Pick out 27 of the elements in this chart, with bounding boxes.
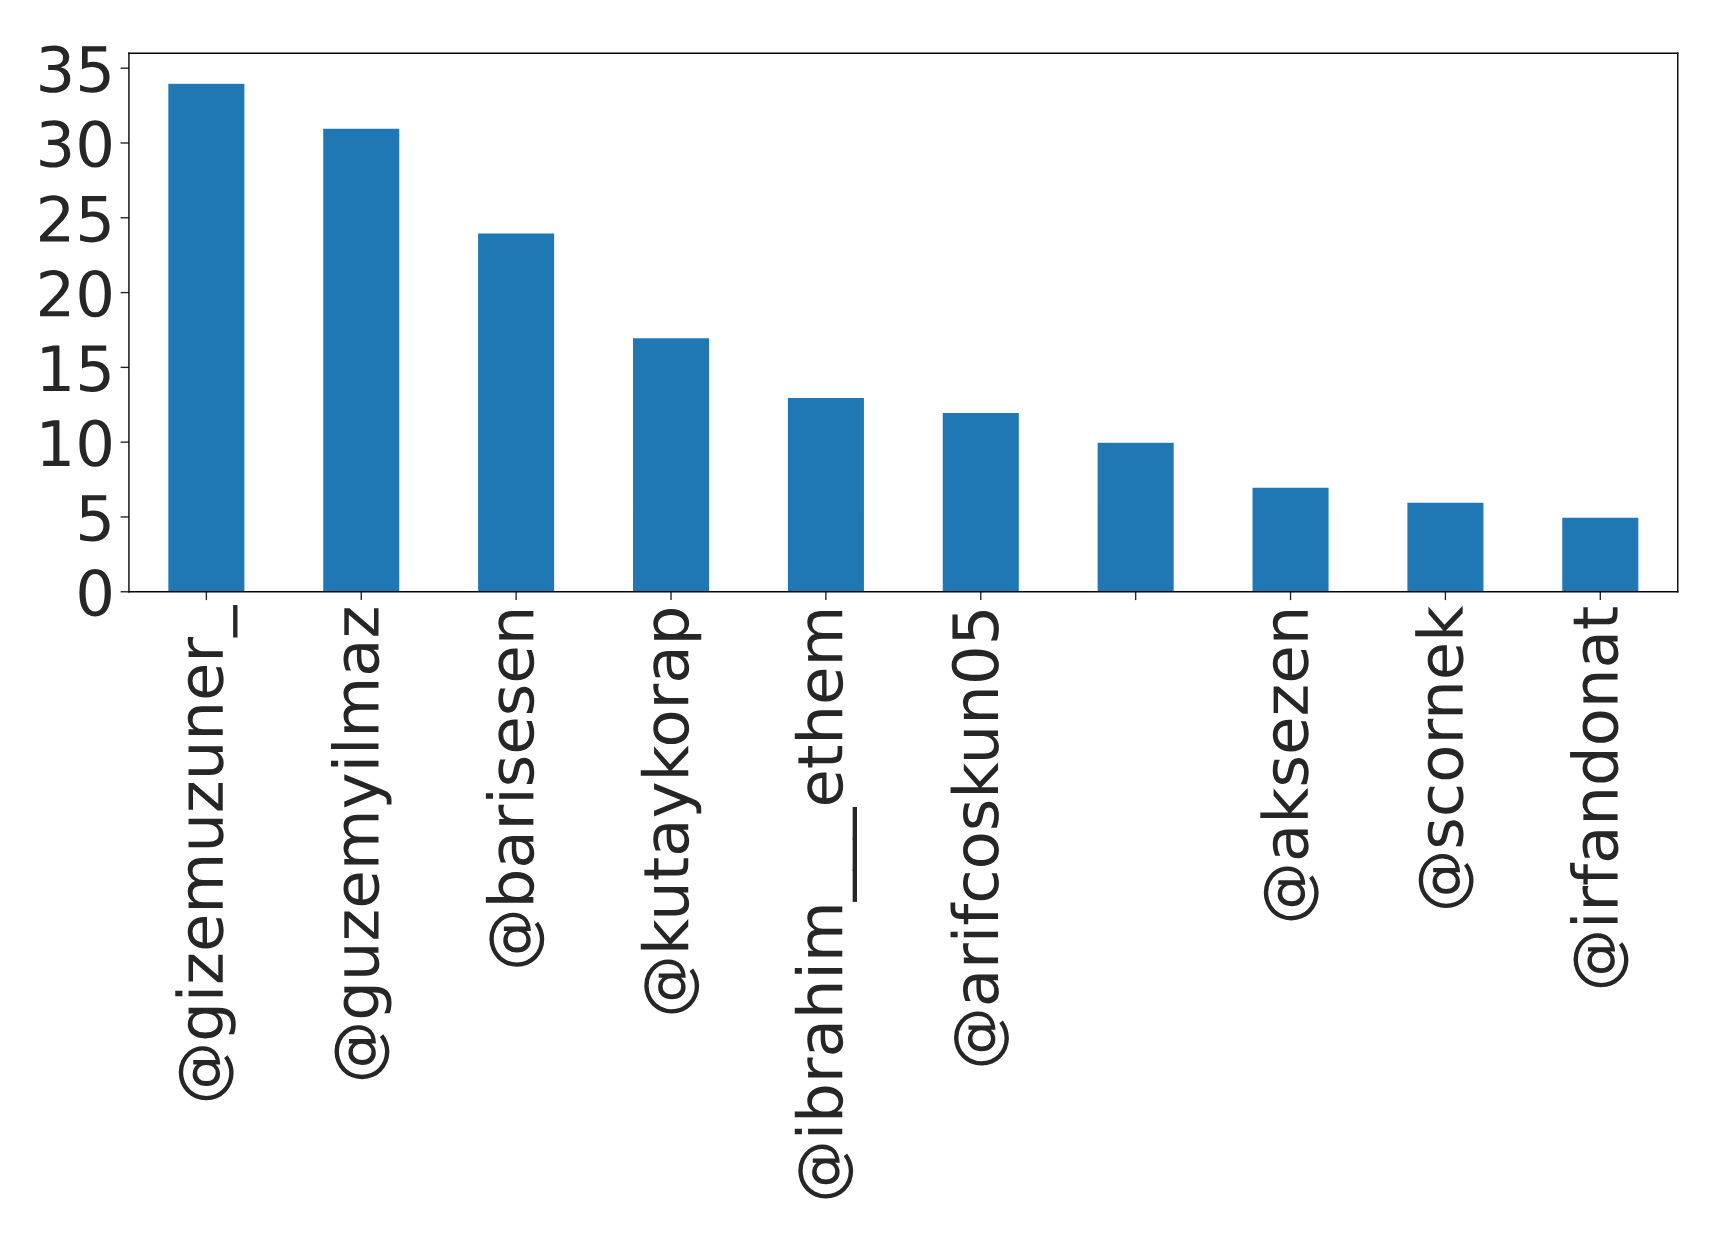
bar [476, 232, 556, 592]
bar [631, 336, 711, 592]
y-tick-label: 20 [40, 269, 111, 318]
bar [166, 82, 246, 592]
y-tick-label: 0 [79, 569, 111, 617]
y-tick-label: 30 [40, 120, 111, 168]
x-tick-label: @ibrahim___ethem [794, 610, 858, 1199]
bar [1560, 516, 1640, 592]
bar [321, 127, 401, 592]
y-tick-label: 25 [40, 195, 110, 243]
y-tick-label: 5 [80, 495, 110, 542]
y-tick-label: 35 [40, 45, 110, 93]
x-tick-label: @scornek [1415, 605, 1474, 909]
bar [1406, 501, 1485, 592]
bar [786, 396, 866, 592]
x-tick-label: @aksezen [1260, 610, 1319, 921]
y-tick-label: 10 [42, 419, 111, 467]
bar [1251, 486, 1330, 592]
x-tick-label: @barisesen [485, 610, 545, 967]
bar [1096, 441, 1176, 592]
bar [941, 411, 1021, 592]
y-tick-label: 15 [42, 345, 110, 393]
x-tick-label: @arifcoskun05 [950, 611, 1009, 1066]
x-tick-label: @gizemuzuner_ [175, 605, 238, 1101]
x-tick-label: @kutaykorap [640, 609, 702, 1014]
x-tick-label: @guzemyilmaz [331, 608, 392, 1080]
x-tick-label: @irfandonat [1570, 607, 1629, 988]
